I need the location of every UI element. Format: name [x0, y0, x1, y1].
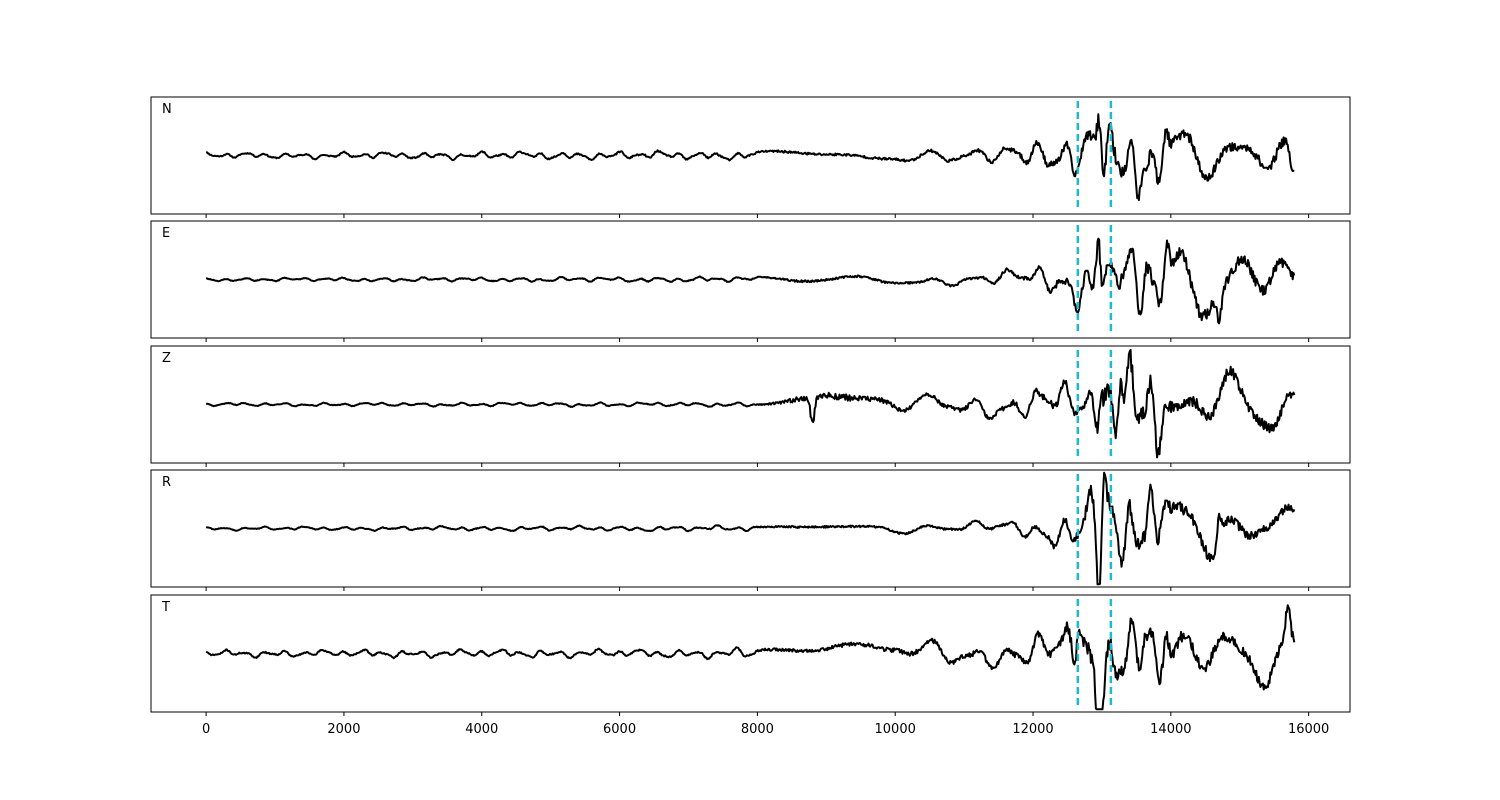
panel-frame — [150, 345, 1351, 464]
channel-label-r: R — [162, 475, 171, 490]
waveform-trace-t — [205, 604, 1296, 711]
waveform-trace-z — [205, 348, 1296, 459]
waveform-trace-r — [205, 471, 1296, 586]
panels-group: N E Z R T — [150, 96, 1351, 716]
panel-n: N — [150, 96, 1351, 218]
panel-frame — [150, 220, 1351, 339]
panel-frame — [150, 594, 1351, 713]
channel-label-z: Z — [162, 351, 171, 366]
x-tick-label: 16000 — [1288, 722, 1329, 737]
x-tick-label: 2000 — [327, 722, 360, 737]
panel-frame — [150, 469, 1351, 588]
x-tick-label: 10000 — [875, 722, 916, 737]
panel-e: E — [150, 220, 1351, 342]
panel-r: R — [150, 469, 1351, 591]
x-tick-label: 0 — [202, 722, 210, 737]
x-tick-label: 14000 — [1150, 722, 1191, 737]
panel-frame — [150, 96, 1351, 215]
x-axis: 0 2000 4000 6000 8000 10000 12000 14000 16000 — [202, 722, 1329, 737]
waveform-trace-n — [205, 113, 1295, 202]
panel-t: T — [150, 594, 1351, 716]
channel-label-e: E — [162, 226, 170, 241]
channel-label-n: N — [162, 102, 172, 117]
x-tick-label: 8000 — [741, 722, 774, 737]
x-tick-label: 6000 — [603, 722, 636, 737]
x-tick-label: 12000 — [1012, 722, 1053, 737]
waveform-trace-e — [205, 237, 1296, 325]
x-tick-label: 4000 — [465, 722, 498, 737]
panel-z: Z — [150, 345, 1351, 467]
channel-label-t: T — [161, 600, 170, 615]
